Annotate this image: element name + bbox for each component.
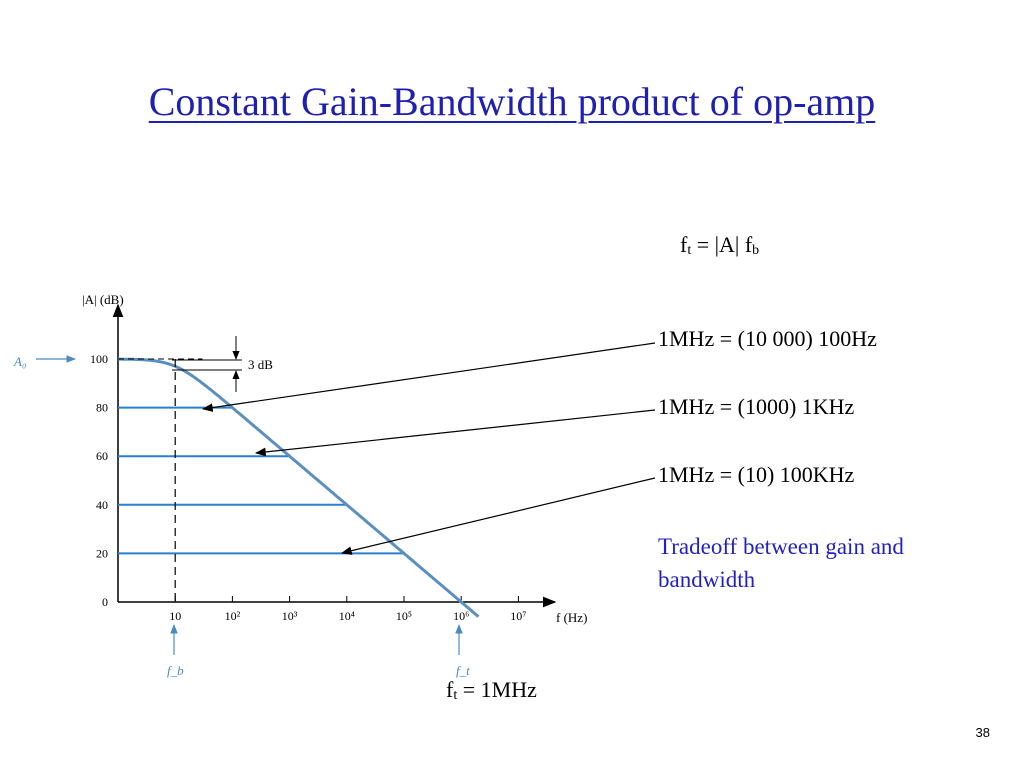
callout-arrow-40db: [340, 477, 656, 555]
y-tick-label: 100: [90, 352, 108, 366]
x-tick-label: 10⁵: [396, 609, 412, 623]
y-ticks: 0 20 40 60 80 100: [90, 352, 124, 609]
x-tick-label: 10³: [282, 609, 298, 623]
y-tick-label: 20: [96, 546, 108, 560]
x-axis-label: f (Hz): [556, 610, 587, 625]
y-tick-label: 0: [102, 595, 108, 609]
x-tick-label: 10⁷: [510, 609, 526, 623]
callout-arrow-80db: [201, 342, 656, 412]
slide-title: Constant Gain-Bandwidth product of op-am…: [148, 79, 876, 124]
x-tick-label: 10²: [225, 609, 241, 623]
x-tick-label: 10⁴: [339, 609, 355, 623]
y-axis-label: |A| (dB): [82, 292, 124, 307]
callout-arrow-60db: [254, 409, 656, 457]
tradeoff-note: Tradeoff between gain and bandwidth: [658, 534, 904, 592]
three-db-label: 3 dB: [248, 357, 273, 372]
open-loop-gain-curve: [118, 357, 480, 618]
ft-value: ft = 1MHz: [446, 677, 537, 703]
y-tick-label: 80: [96, 401, 108, 415]
example-40db: 1MHz = (10) 100KHz: [658, 462, 855, 487]
x-tick-label: 10: [169, 609, 181, 623]
ft-label: f_t: [456, 663, 470, 678]
three-db-annotation: 3 dB: [172, 336, 273, 392]
closed-loop-gain-lines: [118, 406, 404, 555]
example-60db: 1MHz = (1000) 1KHz: [658, 394, 855, 419]
fb-label: f_b: [167, 663, 184, 678]
y-tick-label: 60: [96, 449, 108, 463]
x-tick-label: 10⁶: [453, 609, 469, 623]
a0-label: A₀: [13, 354, 26, 369]
x-ticks: 10 10² 10³ 10⁴ 10⁵ 10⁶ 10⁷: [169, 596, 526, 623]
y-tick-label: 40: [96, 498, 108, 512]
example-80db: 1MHz = (10 000) 100Hz: [658, 326, 877, 351]
page-number: 38: [975, 725, 990, 740]
gbw-formula: ft = |A| fb: [680, 232, 760, 258]
